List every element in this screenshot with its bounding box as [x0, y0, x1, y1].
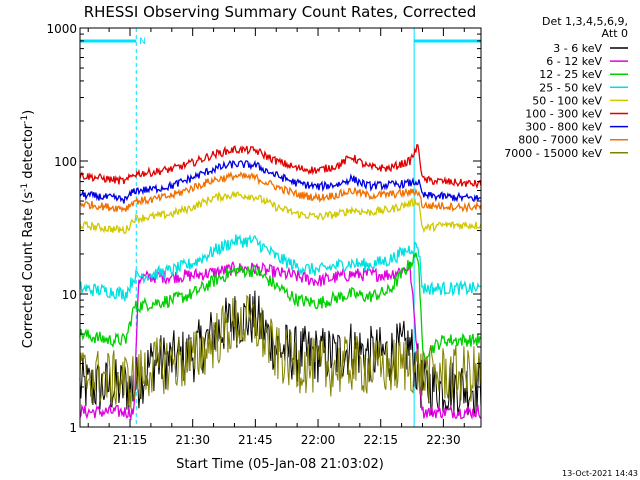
legend-header-line: Att 0	[602, 27, 628, 40]
legend-entry: 6 - 12 keV	[546, 55, 628, 68]
series-300-800-kev	[79, 159, 481, 204]
legend-entry: 12 - 25 keV	[539, 68, 628, 81]
x-tick-label: 21:45	[238, 433, 273, 447]
legend-label: 7000 - 15000 keV	[504, 147, 602, 160]
x-axis-title: Start Time (05-Jan-08 21:03:02)	[176, 457, 384, 472]
x-tick-label: 22:30	[426, 433, 461, 447]
svg-text:Corrected Count Rate (s-1 dete: Corrected Count Rate (s-1 detector-1)	[20, 110, 36, 348]
legend-header: Det 1,3,4,5,6,9,Att 0	[542, 15, 628, 40]
x-tick-label: 22:15	[363, 433, 398, 447]
y-tick-label: 1	[69, 421, 77, 435]
legend-label: 800 - 7000 keV	[518, 134, 602, 147]
night-marker-label: N	[139, 37, 146, 47]
legend-entry: 3 - 6 keV	[553, 42, 628, 55]
legend-header-line: Det 1,3,4,5,6,9,	[542, 15, 628, 28]
legend-label: 50 - 100 keV	[532, 94, 602, 107]
series-800-7000-kev	[79, 171, 482, 214]
plot-area: N	[79, 28, 482, 427]
y-tick-label: 1000	[46, 22, 77, 36]
series-line	[79, 234, 482, 303]
x-axis: 21:15 21:30 21:45 22:00 22:15 22:30	[87, 28, 465, 447]
legend-label: 12 - 25 keV	[539, 68, 602, 81]
series-line	[79, 294, 482, 409]
legend-label: 25 - 50 keV	[539, 81, 602, 94]
x-tick-label: 21:15	[113, 433, 148, 447]
series-12-25-kev	[79, 252, 482, 360]
series-line	[79, 159, 481, 204]
legend-label: 100 - 300 keV	[525, 108, 602, 121]
series-line	[79, 190, 482, 235]
series-line	[79, 171, 482, 214]
y-axis-title: Corrected Count Rate (s-1 detector-1)	[20, 110, 36, 348]
x-tick-label: 21:30	[175, 433, 210, 447]
series-line	[79, 144, 482, 189]
series-25-50-kev	[79, 234, 482, 303]
legend-entry: 50 - 100 keV	[532, 94, 628, 107]
series-line	[79, 260, 482, 421]
legend-label: 6 - 12 keV	[546, 55, 602, 68]
y-tick-label: 100	[54, 155, 77, 169]
plot-frame	[79, 27, 482, 428]
series-100-300-kev	[79, 144, 482, 189]
legend-entry: 25 - 50 keV	[539, 81, 628, 94]
legend-entry: 100 - 300 keV	[525, 108, 628, 121]
x-tick-label: 22:00	[301, 433, 336, 447]
legend-label: 3 - 6 keV	[553, 42, 602, 55]
series-50-100-kev	[79, 190, 482, 235]
y-tick-label: 10	[62, 288, 77, 302]
series-line	[79, 252, 482, 360]
series-6-12-kev	[79, 260, 482, 421]
legend-label: 300 - 800 keV	[525, 121, 602, 134]
footer-timestamp: 13-Oct-2021 14:43	[562, 469, 638, 478]
legend-entry: 300 - 800 keV	[525, 121, 628, 134]
legend-entry: 7000 - 15000 keV	[504, 147, 628, 160]
chart-title: RHESSI Observing Summary Count Rates, Co…	[84, 3, 477, 21]
y-axis: 1 10 100 1000	[46, 22, 481, 435]
legend-entry: 800 - 7000 keV	[518, 134, 628, 147]
series-7000-15000-kev	[79, 294, 482, 409]
